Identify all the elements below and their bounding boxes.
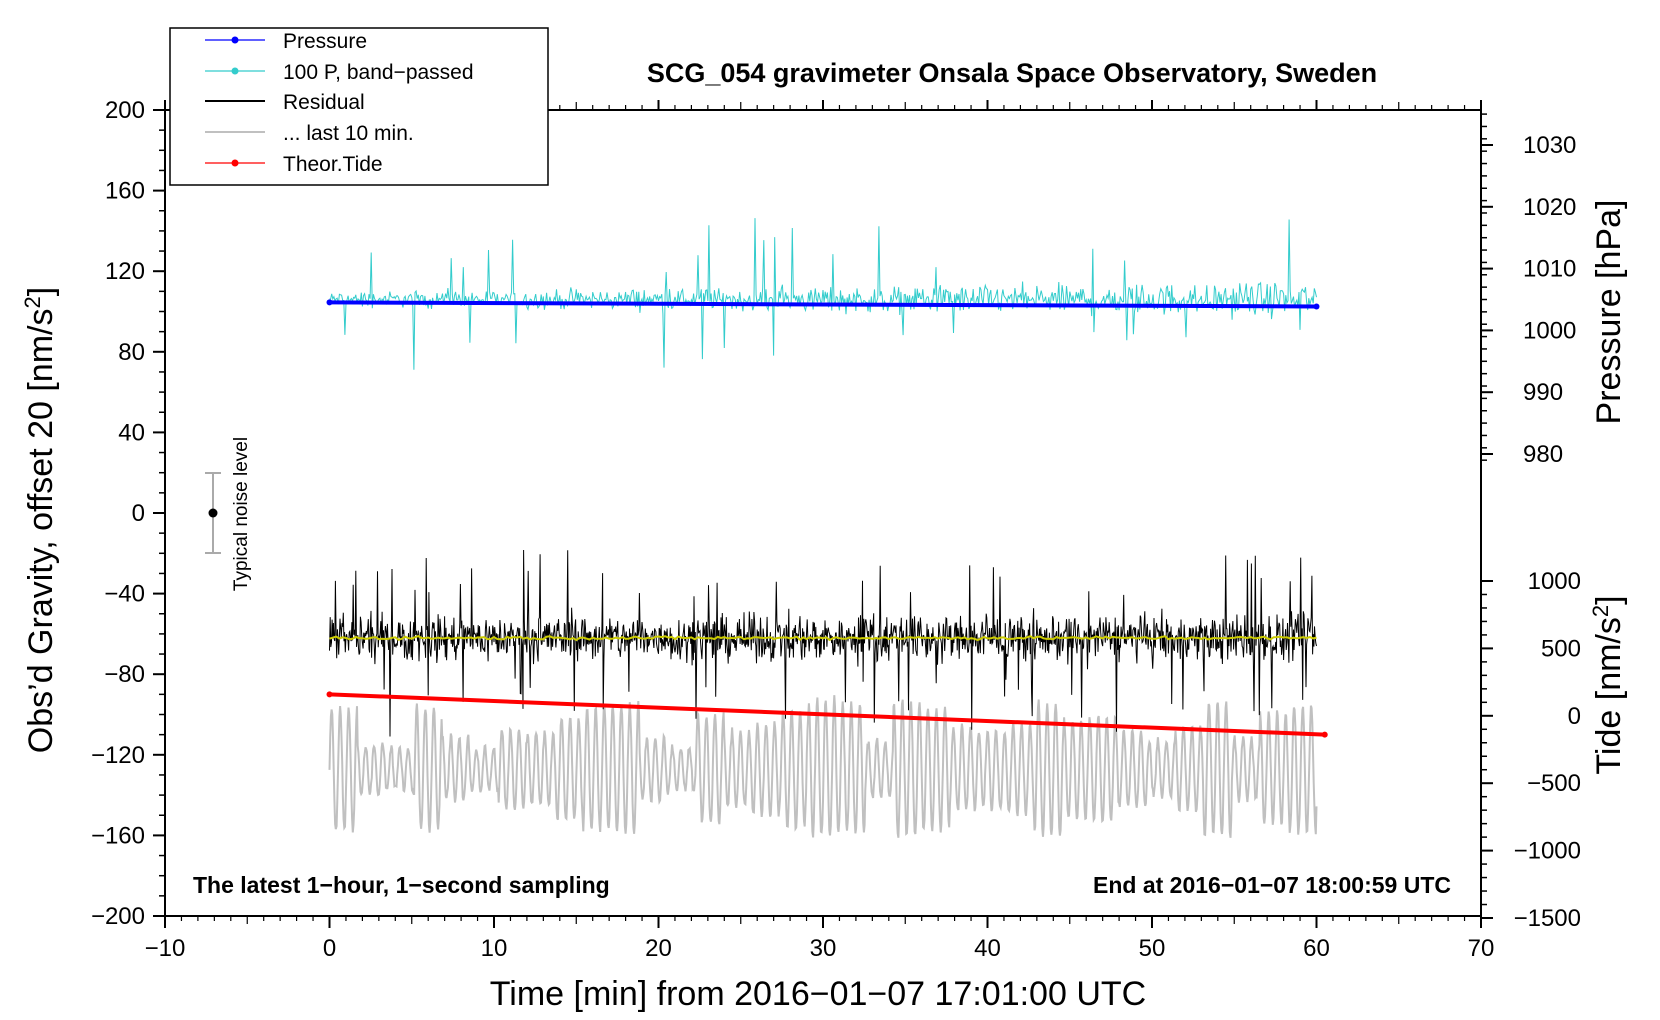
noise-point xyxy=(208,508,218,518)
y-left-tick-label: 120 xyxy=(105,258,145,285)
x-tick-label: 60 xyxy=(1303,935,1330,962)
series-theor-tide-point-end xyxy=(1321,731,1328,738)
x-tick-label: −10 xyxy=(145,935,186,962)
y-left-tick-label: −40 xyxy=(104,581,145,608)
y-pressure-tick-label: 980 xyxy=(1523,441,1563,468)
y-left-tick-label: 40 xyxy=(118,419,145,446)
svg-text:Pressure: Pressure xyxy=(283,30,367,53)
legend: Pressure 100 P, band−passed Residual ...… xyxy=(169,27,549,186)
legend-item-theor-tide: Theor.Tide xyxy=(205,153,383,176)
y-left-tick-label: 80 xyxy=(118,339,145,366)
x-tick-label: 50 xyxy=(1139,935,1166,962)
x-tick-label: 30 xyxy=(810,935,837,962)
series-residual-smoothed-line xyxy=(329,635,1317,642)
y-tide-tick-label: 500 xyxy=(1541,635,1581,662)
series-last-10-min-line xyxy=(328,695,1318,838)
svg-text:... last 10 min.: ... last 10 min. xyxy=(283,122,414,145)
series-theor-tide-line xyxy=(329,692,1325,737)
legend-item-residual: Residual xyxy=(205,91,365,114)
x-tick-label: 0 xyxy=(323,935,336,962)
y-pressure-tick-label: 990 xyxy=(1523,379,1563,406)
svg-text:Theor.Tide: Theor.Tide xyxy=(283,153,383,176)
series-band-passed-line xyxy=(329,218,1317,370)
y-left-tick-label: −120 xyxy=(91,742,145,769)
y-left-tick-label: −160 xyxy=(91,822,145,849)
x-axis-ticks: −10 0 10 20 30 40 50 60 70 xyxy=(145,100,1495,962)
y-tide-tick-label: −1500 xyxy=(1514,905,1581,932)
y-left-tick-label: 0 xyxy=(132,500,145,527)
noise-level-marker: Typical noise level xyxy=(205,437,252,591)
y-pressure-tick-label: 1010 xyxy=(1523,256,1576,283)
y-pressure-tick-label: 1020 xyxy=(1523,194,1576,221)
y-pressure-tick-label: 1000 xyxy=(1523,317,1576,344)
y-axis-left-label: Obs’d Gravity, offset 20 [nm/s2] xyxy=(20,287,60,753)
y-tide-tick-label: −1000 xyxy=(1514,838,1581,865)
y-axis-tide-label: Tide [nm/s2] xyxy=(1588,595,1628,774)
series-pressure-point-start xyxy=(326,299,333,306)
y-tide-tick-label: 1000 xyxy=(1528,568,1581,595)
y-pressure-tick-label: 1030 xyxy=(1523,132,1576,159)
y-axis-left-ticks: 200 160 120 80 40 0 −40 −80 −120 −160 −200 xyxy=(91,97,165,930)
y-tide-tick-label: 0 xyxy=(1568,703,1581,730)
series-pressure-line xyxy=(329,300,1317,309)
series-pressure-point-end xyxy=(1313,303,1320,310)
y-left-tick-label: −80 xyxy=(104,661,145,688)
series-residual-line xyxy=(329,549,1317,737)
chart-title: SCG_054 gravimeter Onsala Space Observat… xyxy=(647,58,1377,88)
x-tick-label: 10 xyxy=(481,935,508,962)
y-left-tick-label: 200 xyxy=(105,97,145,124)
y-tide-tick-label: −500 xyxy=(1527,770,1581,797)
svg-text:100 P, band−passed: 100 P, band−passed xyxy=(283,61,474,84)
legend-item-pressure: Pressure xyxy=(205,30,367,53)
y-left-tick-label: −200 xyxy=(91,903,145,930)
x-tick-label: 40 xyxy=(974,935,1001,962)
x-tick-label: 20 xyxy=(645,935,672,962)
annotation-bottom-right: End at 2016−01−07 18:00:59 UTC xyxy=(1093,872,1451,898)
annotation-bottom-left: The latest 1−hour, 1−second sampling xyxy=(193,872,610,898)
svg-text:Residual: Residual xyxy=(283,91,365,114)
legend-item-band-passed: 100 P, band−passed xyxy=(205,61,474,84)
y-left-tick-label: 160 xyxy=(105,178,145,205)
series-theor-tide-point-start xyxy=(326,691,333,698)
x-tick-label: 70 xyxy=(1468,935,1495,962)
y-axis-right-pressure-ticks: 1030 1020 1010 1000 990 980 xyxy=(1481,113,1576,468)
legend-box xyxy=(169,27,549,186)
y-axis-right-tide-ticks: 1000 500 0 −500 −1000 −1500 xyxy=(1481,568,1581,932)
y-axis-pressure-label: Pressure [hPa] xyxy=(1590,200,1628,425)
series-layer xyxy=(326,218,1328,838)
legend-item-last-10-min: ... last 10 min. xyxy=(205,122,414,145)
x-axis-label: Time [min] from 2016−01−07 17:01:00 UTC xyxy=(490,975,1146,1013)
noise-level-label: Typical noise level xyxy=(231,437,252,591)
